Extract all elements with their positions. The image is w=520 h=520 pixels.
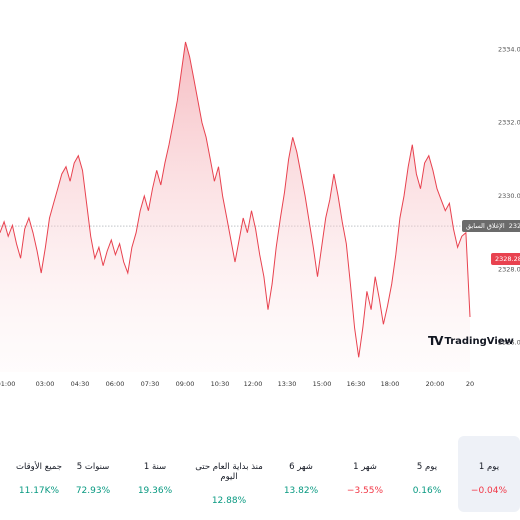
- period-change: 12.88%: [211, 496, 247, 506]
- time-tick-label: 07:30: [141, 380, 160, 388]
- time-tick-label: 03:00: [36, 380, 55, 388]
- period-1-year[interactable]: 1 سنة 19.36%: [124, 436, 186, 512]
- period-6-months[interactable]: 6 شهر 13.82%: [270, 436, 332, 512]
- previous-close-tag: الإغلاق السابق 2329.18: [462, 220, 520, 233]
- price-tick-label: 2326.00: [498, 339, 520, 347]
- time-tick-label: 20:00: [426, 380, 445, 388]
- period-change: 11.17K%: [18, 486, 60, 496]
- price-tick-label: 2330.00: [498, 192, 520, 200]
- price-tick-label: 2334.00: [498, 45, 520, 53]
- time-axis: 01:00 03:00 04:30 06:00 07:30 09:00 10:30 12:00…: [0, 380, 474, 388]
- price-axis: 2334.00 2332.00 2330.00 2328.00 2326.00: [498, 45, 520, 346]
- tradingview-watermark[interactable]: TV TradingView: [428, 334, 514, 348]
- time-tick-label: 13:30: [278, 380, 297, 388]
- time-tick-label: 15:00: [313, 380, 332, 388]
- period-label: 1 يوم: [478, 462, 500, 472]
- tradingview-logo-icon: TV: [428, 334, 444, 348]
- time-tick-label: 04:30: [71, 380, 90, 388]
- period-change: 72.93%: [75, 486, 111, 496]
- price-area-fill: [0, 42, 470, 372]
- period-change: 13.82%: [283, 486, 319, 496]
- time-tick-label: 16:30: [347, 380, 366, 388]
- period-1-day[interactable]: 1 يوم −0.04%: [458, 436, 520, 512]
- time-tick-label: 09:00: [176, 380, 195, 388]
- period-change: 0.16%: [412, 486, 442, 496]
- period-label: 1 سنة: [143, 462, 167, 472]
- price-tick-label: 2332.00: [498, 119, 520, 127]
- period-label: 1 شهر: [353, 462, 377, 472]
- period-5-days[interactable]: 5 يوم 0.16%: [396, 436, 458, 512]
- period-change: −3.55%: [346, 486, 384, 496]
- period-change: −0.04%: [470, 486, 508, 496]
- previous-close-value: 2329.18: [508, 222, 520, 231]
- time-tick-label: 10:30: [211, 380, 230, 388]
- time-tick-label: 12:00: [244, 380, 263, 388]
- time-tick-label: 18:00: [381, 380, 400, 388]
- price-line: [0, 41, 471, 358]
- period-label: منذ بداية العام حتى اليوم: [195, 462, 263, 482]
- previous-close-label: الإغلاق السابق: [466, 222, 505, 231]
- period-5-years[interactable]: 5 سنوات 72.93%: [62, 436, 124, 512]
- time-tick-label: 06:00: [106, 380, 125, 388]
- period-ytd[interactable]: منذ بداية العام حتى اليوم 12.88%: [186, 436, 272, 512]
- chart-canvas[interactable]: 2334.00 2332.00 2330.00 2328.00 2326.00 01:0…: [0, 0, 520, 400]
- period-label: جميع الأوقات: [16, 462, 62, 472]
- period-label: 6 شهر: [289, 462, 313, 472]
- period-label: 5 سنوات: [76, 462, 110, 472]
- period-1-month[interactable]: 1 شهر −3.55%: [334, 436, 396, 512]
- period-change: 19.36%: [137, 486, 173, 496]
- tradingview-wordmark: TradingView: [444, 335, 514, 347]
- time-tick-label: 01:00: [0, 380, 15, 388]
- last-price-tag: 2328.28: [491, 253, 520, 266]
- period-label: 5 يوم: [416, 462, 438, 472]
- price-chart[interactable]: 2334.00 2332.00 2330.00 2328.00 2326.00 01:0…: [0, 0, 520, 400]
- performance-periods: جميع الأوقات 11.17K% 5 سنوات 72.93% 1 سن…: [0, 436, 520, 520]
- price-tick-label: 2328.00: [498, 265, 520, 273]
- time-tick-label: 20: [466, 380, 474, 388]
- period-all-time[interactable]: جميع الأوقات 11.17K%: [8, 436, 70, 512]
